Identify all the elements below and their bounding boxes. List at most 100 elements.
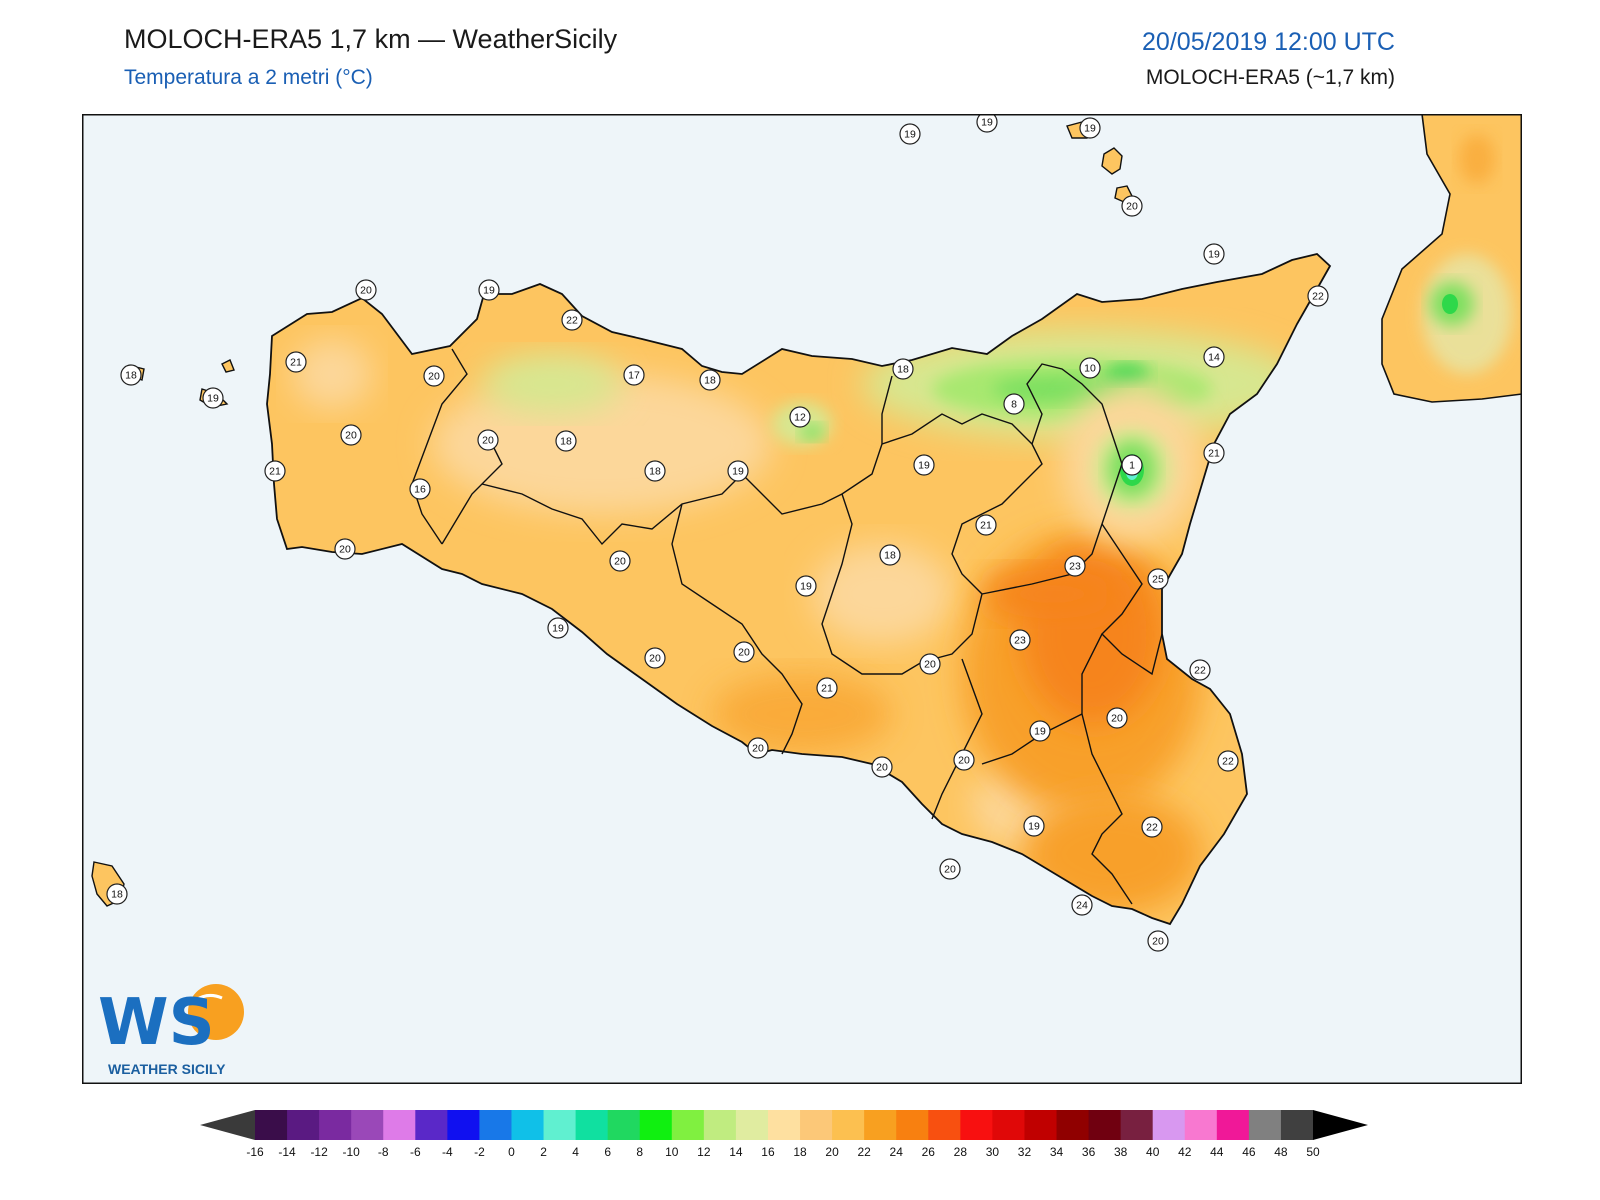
station-value: 20 [345, 430, 357, 442]
colorbar-arrow-high [1313, 1110, 1368, 1140]
colorbar-tick-label: 14 [729, 1145, 743, 1159]
colorbar-cell [383, 1110, 416, 1140]
station-marker: 18 [120, 364, 142, 386]
station-marker: 20 [747, 737, 769, 759]
station-marker: 23 [1064, 555, 1086, 577]
colorbar-tick-label: -6 [410, 1145, 421, 1159]
colorbar-cell [543, 1110, 577, 1140]
colorbar-cell [1088, 1110, 1122, 1140]
colorbar-tick-label: 48 [1274, 1145, 1288, 1159]
station-marker: 19 [1079, 117, 1101, 139]
station-value: 20 [360, 285, 372, 297]
colorbar-tick-label: 6 [604, 1145, 611, 1159]
station-marker: 17 [623, 364, 645, 386]
colorbar-cell [735, 1110, 769, 1140]
station-marker: 20 [423, 365, 445, 387]
colorbar-tick-label: 4 [572, 1145, 579, 1159]
station-value: 21 [290, 357, 302, 369]
station-value: 1 [1129, 460, 1135, 472]
colorbar-tick-label: 44 [1210, 1145, 1224, 1159]
colorbar-cell [800, 1110, 833, 1140]
station-marker: 8 [1003, 393, 1025, 415]
colorbar-tick-label: 24 [890, 1145, 904, 1159]
colorbar-tick-label: 18 [793, 1145, 807, 1159]
station-marker: 19 [202, 387, 224, 409]
station-value: 25 [1152, 574, 1164, 586]
colorbar-cell [511, 1110, 545, 1140]
colorbar-cell [832, 1110, 865, 1140]
station-value: 10 [1084, 363, 1096, 375]
station-value: 20 [649, 653, 661, 665]
station-value: 19 [732, 466, 744, 478]
station-marker: 21 [264, 460, 286, 482]
station-marker: 19 [727, 460, 749, 482]
station-value: 20 [1126, 201, 1138, 213]
station-value: 20 [876, 762, 888, 774]
colorbar-tick-label: 38 [1114, 1145, 1128, 1159]
station-marker: 18 [106, 883, 128, 905]
station-value: 19 [483, 285, 495, 297]
forecast-datetime: 20/05/2019 12:00 UTC [1142, 28, 1395, 56]
station-marker: 19 [1203, 243, 1225, 265]
station-value: 22 [566, 315, 578, 327]
colorbar-tick-label: -14 [278, 1145, 296, 1159]
station-marker: 21 [285, 351, 307, 373]
map-title: MOLOCH-ERA5 1,7 km — WeatherSicily [124, 24, 618, 54]
station-marker: 12 [789, 406, 811, 428]
colorbar-cell [864, 1110, 897, 1140]
colorbar-cell [1120, 1110, 1154, 1140]
station-value: 20 [944, 864, 956, 876]
colorbar-cell [1056, 1110, 1090, 1140]
station-value: 19 [904, 129, 916, 141]
station-value: 20 [958, 755, 970, 767]
station-marker: 19 [1029, 720, 1051, 742]
station-value: 19 [552, 623, 564, 635]
calabria-landmass [1381, 114, 1522, 403]
station-marker: 20 [340, 424, 362, 446]
colorbar-tick-label: -2 [474, 1145, 485, 1159]
colorbar-cell [703, 1110, 737, 1140]
station-value: 18 [111, 889, 123, 901]
station-marker: 19 [913, 454, 935, 476]
station-value: 18 [560, 436, 572, 448]
station-value: 18 [884, 550, 896, 562]
station-marker: 22 [1307, 285, 1329, 307]
station-marker: 21 [975, 514, 997, 536]
station-value: 20 [752, 743, 764, 755]
station-value: 17 [628, 370, 640, 382]
station-value: 21 [821, 683, 833, 695]
colorbar-tick-label: 10 [665, 1145, 679, 1159]
station-marker: 20 [1106, 707, 1128, 729]
colorbar-tick-label: 26 [922, 1145, 936, 1159]
colorbar-cell [896, 1110, 929, 1140]
station-value: 19 [918, 460, 930, 472]
colorbar-tick-label: 0 [508, 1145, 515, 1159]
station-marker: 1 [1121, 454, 1143, 476]
station-value: 16 [414, 484, 426, 496]
colorbar-tick-label: 32 [1018, 1145, 1032, 1159]
station-value: 21 [1208, 448, 1220, 460]
station-marker: 23 [1009, 629, 1031, 651]
colorbar-tick-label: 12 [697, 1145, 711, 1159]
station-value: 19 [981, 117, 993, 129]
station-value: 22 [1222, 756, 1234, 768]
logo-text: WEATHER SICILY [108, 1061, 226, 1077]
station-marker: 18 [892, 358, 914, 380]
colorbar-tick-label: -10 [343, 1145, 361, 1159]
station-value: 19 [1208, 249, 1220, 261]
model-note: MOLOCH-ERA5 (~1,7 km) [1145, 66, 1395, 89]
station-marker: 20 [355, 279, 377, 301]
temperature-colorbar: -16 -14 -12 -10 -8 -6 -4 -2 0 2 4 6 8 10 12 14 16 18 20 22 2… [200, 1110, 1368, 1159]
station-value: 19 [1084, 123, 1096, 135]
colorbar-tick-label: 2 [540, 1145, 547, 1159]
colorbar-tick-label: -4 [442, 1145, 453, 1159]
colorbar-cell [1184, 1110, 1218, 1140]
station-value: 20 [924, 659, 936, 671]
station-value: 20 [614, 556, 626, 568]
colorbar-cell [1280, 1110, 1314, 1140]
station-value: 23 [1069, 561, 1081, 573]
colorbar-tick-label: 42 [1178, 1145, 1192, 1159]
colorbar-tick-label: 16 [761, 1145, 775, 1159]
